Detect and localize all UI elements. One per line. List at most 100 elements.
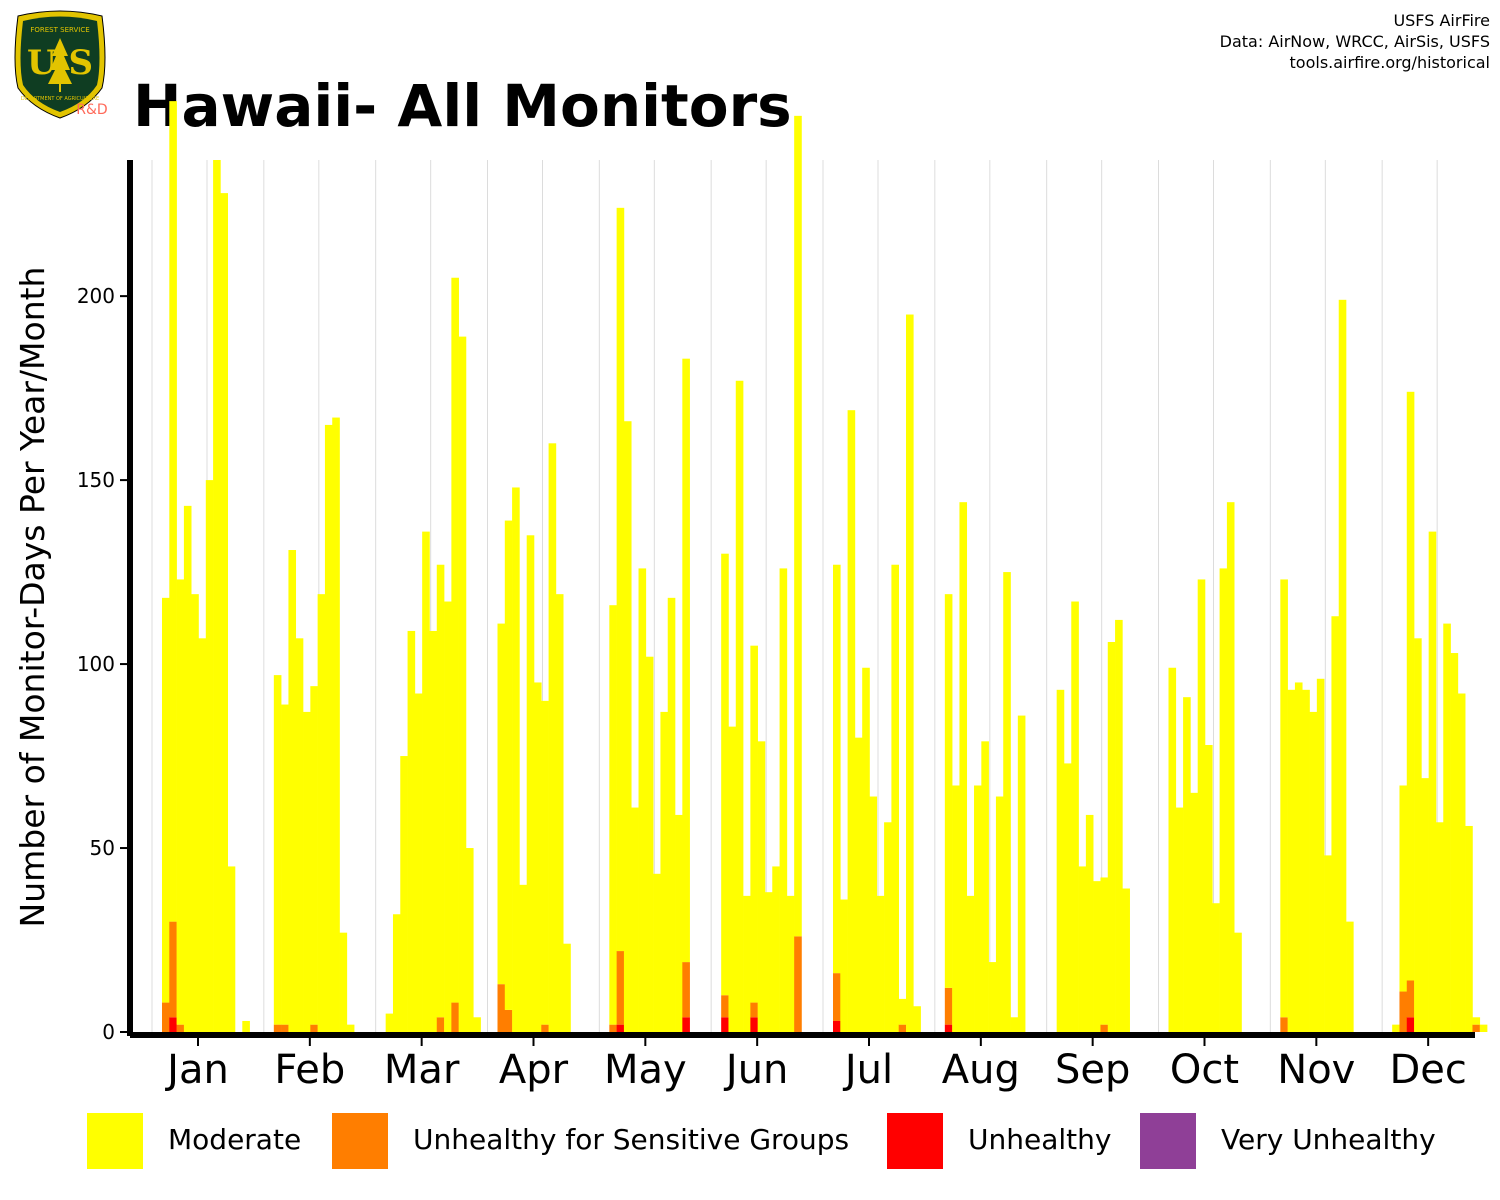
bar-dec-1-moderate [1399, 785, 1408, 992]
bar-jun-6-moderate [764, 892, 773, 1032]
bar-may-8-moderate [667, 597, 676, 1032]
bar-sep-6-unhealthy-for-sensitive-groups [1100, 1024, 1109, 1032]
bar-jun-9-moderate [786, 895, 795, 1032]
bar-feb-1-unhealthy-for-sensitive-groups [281, 1024, 289, 1032]
bar-aug-10-moderate [1017, 715, 1026, 1032]
bar-may-1-moderate [616, 207, 625, 952]
bar-jun-4-unhealthy [750, 1017, 758, 1032]
bar-jul-11-moderate [913, 1006, 921, 1032]
bar-jan-8-moderate [220, 193, 228, 1033]
bar-mar-4-moderate [414, 693, 423, 1032]
bar-aug-1-moderate [952, 785, 960, 1032]
bar-jul-8-moderate [891, 564, 899, 1032]
bar-dec-11-unhealthy-for-sensitive-groups [1472, 1024, 1481, 1032]
bar-nov-8-moderate [1338, 299, 1347, 1032]
bar-jan-7-moderate [213, 160, 221, 1032]
bar-jun-0-unhealthy [721, 1017, 729, 1032]
bar-jan-1-unhealthy [169, 1017, 177, 1032]
legend-label-very-unhealthy: Very Unhealthy [1221, 1123, 1436, 1156]
usfs-shield-logo: FOREST SERVICE U S DEPARTMENT OF AGRICUL… [14, 10, 108, 119]
bar-feb-8-moderate [332, 417, 340, 1032]
y-axis-label: Number of Monitor-Days Per Year/Month [13, 267, 52, 928]
bar-nov-6-moderate [1324, 855, 1332, 1032]
bar-dec-5-moderate [1428, 531, 1437, 1032]
bar-oct-3-moderate [1190, 792, 1198, 1032]
bar-sep-4-moderate [1085, 814, 1094, 1032]
legend-label-moderate: Moderate [168, 1123, 302, 1156]
bar-jul-0-moderate [833, 564, 841, 974]
bar-jan-9-moderate [227, 866, 236, 1032]
bar-dec-9-moderate [1457, 693, 1466, 1032]
y-tick-label: 50 [90, 836, 115, 860]
bar-jan-1-moderate [169, 101, 177, 922]
bar-feb-0-unhealthy-for-sensitive-groups [273, 1024, 282, 1032]
bar-nov-0-moderate [1280, 579, 1288, 1018]
bar-feb-5-moderate [310, 686, 318, 1025]
bar-apr-0-unhealthy-for-sensitive-groups [497, 984, 506, 1032]
bar-apr-6-unhealthy-for-sensitive-groups [541, 1024, 549, 1032]
bar-jul-4-moderate [862, 667, 870, 1032]
bar-jun-4-unhealthy-for-sensitive-groups [750, 1002, 758, 1018]
bar-dec-2-unhealthy-for-sensitive-groups [1406, 980, 1415, 1018]
bar-dec-1-unhealthy-for-sensitive-groups [1399, 991, 1408, 1032]
bar-dec-8-moderate [1450, 653, 1459, 1032]
bar-dec-7-moderate [1443, 623, 1451, 1032]
bar-jun-2-moderate [735, 380, 744, 1032]
bar-nov-9-moderate [1346, 921, 1354, 1032]
bar-jan-5-moderate [198, 638, 207, 1032]
grid-lines [151, 160, 1438, 1032]
bar-feb-5-unhealthy-for-sensitive-groups [310, 1024, 318, 1032]
logo-bottom-text: DEPARTMENT OF AGRICULTURE [21, 96, 99, 102]
bar-oct-1-moderate [1175, 807, 1184, 1032]
bar-dec-2-unhealthy [1406, 1017, 1415, 1032]
bar-jul-10-moderate [906, 314, 914, 1032]
bar-mar-6-moderate [429, 630, 438, 1032]
bar-jul-9-unhealthy-for-sensitive-groups [898, 1024, 907, 1032]
bar-apr-7-moderate [548, 443, 557, 1032]
bar-jul-6-moderate [876, 895, 885, 1032]
bar-aug-2-moderate [959, 502, 968, 1032]
bar-jan-3-moderate [183, 505, 192, 1032]
bar-jun-5-moderate [757, 741, 766, 1032]
x-tick-label-sep: Sep [1055, 1047, 1130, 1093]
x-tick-label-nov: Nov [1277, 1047, 1355, 1093]
x-tick-label-dec: Dec [1389, 1047, 1466, 1093]
bar-apr-1-moderate [504, 520, 513, 1010]
x-tick-label-oct: Oct [1170, 1047, 1239, 1093]
bar-sep-2-moderate [1071, 601, 1079, 1032]
bar-apr-8-moderate [555, 594, 564, 1032]
bar-may-5-moderate [645, 656, 654, 1032]
bar-feb-10-moderate [346, 1024, 355, 1032]
bar-feb-1-moderate [281, 704, 289, 1025]
bar-apr-1-unhealthy-for-sensitive-groups [504, 1009, 513, 1032]
axes: 0 50 100 150 200 Jan Feb Mar Apr May Jun Jul Aug Sep O… [77, 160, 1475, 1093]
bar-feb-3-moderate [295, 638, 304, 1032]
bar-jan-2-moderate [176, 579, 185, 1025]
bar-nov-7-moderate [1331, 616, 1340, 1032]
bar-dec-3-moderate [1414, 638, 1422, 1032]
tree-icon [48, 38, 72, 92]
bar-oct-2-moderate [1183, 697, 1191, 1032]
bar-mar-3-moderate [407, 630, 416, 1032]
bar-jul-3-moderate [854, 737, 863, 1032]
bar-apr-3-moderate [519, 884, 527, 1032]
bar-oct-4-moderate [1197, 579, 1206, 1032]
bar-may-9-moderate [675, 814, 683, 1032]
bar-jan-0-unhealthy-for-sensitive-groups [162, 1002, 170, 1032]
bar-mar-0-moderate [385, 1013, 394, 1032]
bar-may-10-unhealthy [682, 1017, 690, 1032]
x-tick-label-aug: Aug [942, 1047, 1020, 1093]
x-tick-label-jan: Jan [164, 1047, 229, 1093]
bar-jul-0-unhealthy [833, 1020, 841, 1032]
bar-jan-4-moderate [191, 594, 199, 1032]
bar-aug-0-moderate [944, 594, 953, 988]
bar-jul-0-unhealthy-for-sensitive-groups [833, 973, 841, 1021]
bar-jun-0-unhealthy-for-sensitive-groups [721, 995, 729, 1018]
bar-may-4-moderate [638, 568, 647, 1032]
logo-badge-text: R&D [76, 102, 107, 118]
page-title: Hawaii- All Monitors [133, 72, 792, 140]
bar-sep-9-moderate [1122, 888, 1130, 1032]
bar-may-2-moderate [623, 421, 632, 1033]
credits-block: USFS AirFire Data: AirNow, WRCC, AirSis,… [1220, 10, 1490, 73]
